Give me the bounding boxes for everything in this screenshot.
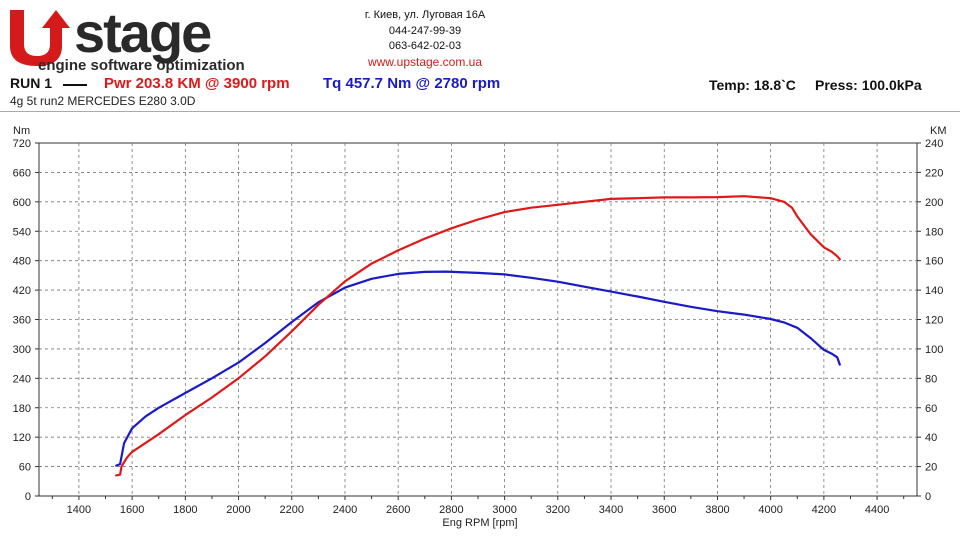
y-tick-label-left: 540 bbox=[13, 226, 31, 238]
y-tick-label-right: 180 bbox=[925, 226, 943, 238]
header-separator bbox=[0, 111, 960, 112]
y-tick-label-right: 140 bbox=[925, 285, 943, 297]
y-tick-label-right: 100 bbox=[925, 344, 943, 356]
chart-series bbox=[115, 195, 841, 477]
run-label: RUN 1 bbox=[10, 75, 53, 91]
chart-axes: 0 0 60 20 120 40 180 60 240 80 300 100 360 120 420 140 4… bbox=[13, 138, 944, 516]
y-tick-label-right: 220 bbox=[925, 167, 943, 179]
phone-2: 063-642-02-03 bbox=[388, 40, 462, 52]
y-tick-label-left: 660 bbox=[13, 167, 31, 179]
pwr-curve bbox=[115, 195, 841, 477]
x-tick-label: 4400 bbox=[865, 504, 889, 516]
y-tick-label-right: 60 bbox=[925, 403, 937, 415]
x-tick-label: 2800 bbox=[439, 504, 463, 516]
contact-block: г. Киев, ул. Луговая 16А 044-247-99-39 0… bbox=[330, 8, 520, 70]
y-tick-label-right: 20 bbox=[925, 462, 937, 474]
x-tick-label: 1600 bbox=[120, 504, 144, 516]
y-tick-label-left: 60 bbox=[19, 462, 31, 474]
y-tick-label-left: 720 bbox=[13, 138, 31, 150]
svg-text:engine software optimization: engine software optimization bbox=[38, 57, 245, 74]
pressure-label: Press: 100.0kPa bbox=[815, 77, 922, 93]
y-tick-label-left: 240 bbox=[13, 373, 31, 385]
y-tick-label-right: 160 bbox=[925, 256, 943, 268]
y-tick-label-left: 420 bbox=[13, 285, 31, 297]
x-tick-label: 3200 bbox=[546, 504, 570, 516]
x-tick-label: 2200 bbox=[280, 504, 304, 516]
y-tick-label-right: 80 bbox=[925, 373, 937, 385]
y-tick-label-left: 180 bbox=[13, 403, 31, 415]
x-tick-label: 3400 bbox=[599, 504, 623, 516]
x-tick-label: 3600 bbox=[652, 504, 676, 516]
upstage-logo: stage engine software optimization bbox=[10, 4, 245, 74]
y-tick-label-right: 240 bbox=[925, 138, 943, 150]
y-tick-label-left: 360 bbox=[13, 315, 31, 327]
x-tick-label: 3800 bbox=[705, 504, 729, 516]
x-tick-label: 2600 bbox=[386, 504, 410, 516]
svg-text:stage: stage bbox=[74, 4, 211, 64]
y-tick-label-left: 120 bbox=[13, 432, 31, 444]
y-tick-label-right: 200 bbox=[925, 197, 943, 209]
y-tick-label-left: 480 bbox=[13, 256, 31, 268]
x-axis-label: Eng RPM [rpm] bbox=[442, 517, 517, 529]
website-link[interactable]: www.upstage.com.ua bbox=[367, 54, 483, 69]
y-tick-label-right: 120 bbox=[925, 315, 943, 327]
tq-curve bbox=[115, 270, 841, 467]
x-tick-label: 2000 bbox=[226, 504, 250, 516]
x-tick-label: 3000 bbox=[492, 504, 516, 516]
x-tick-label: 1800 bbox=[173, 504, 197, 516]
x-tick-label: 2400 bbox=[333, 504, 357, 516]
temperature-label: Temp: 18.8`C bbox=[709, 77, 796, 93]
x-tick-label: 1400 bbox=[67, 504, 91, 516]
run-legend-line bbox=[63, 84, 87, 86]
y-tick-label-left: 600 bbox=[13, 197, 31, 209]
y-tick-label-right: 40 bbox=[925, 432, 937, 444]
y-tick-label-left: 0 bbox=[25, 491, 31, 503]
y-axis-right-label: KM bbox=[930, 125, 947, 137]
y-tick-label-left: 300 bbox=[13, 344, 31, 356]
dyno-chart: 0 0 60 20 120 40 180 60 240 80 300 100 360 120 420 140 4… bbox=[13, 125, 947, 529]
run-subtitle: 4g 5t run2 MERCEDES E280 3.0D bbox=[10, 94, 196, 108]
power-peak-label: Pwr 203.8 KM @ 3900 rpm bbox=[104, 75, 290, 92]
address-text: г. Киев, ул. Луговая 16А bbox=[364, 9, 486, 21]
x-tick-label: 4200 bbox=[812, 504, 836, 516]
torque-peak-label: Tq 457.7 Nm @ 2780 rpm bbox=[323, 75, 501, 92]
chart-grid bbox=[38, 142, 918, 497]
x-tick-label: 4000 bbox=[758, 504, 782, 516]
phone-1: 044-247-99-39 bbox=[388, 24, 462, 37]
y-tick-label-right: 0 bbox=[925, 491, 931, 503]
y-axis-left-label: Nm bbox=[13, 125, 30, 137]
